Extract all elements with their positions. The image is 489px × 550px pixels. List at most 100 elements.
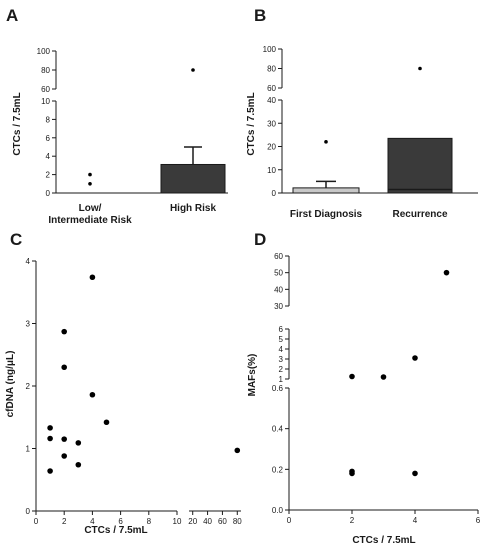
panel-c-x-tick-label: 40 — [203, 517, 212, 526]
panel-a-y-lower-tick-label: 6 — [46, 134, 51, 143]
panel-c-point — [103, 419, 110, 426]
panel-d-x-tick-label: 0 — [287, 516, 292, 525]
panel-b-label: B — [254, 6, 266, 25]
panel-b-y-upper-tick-label: 80 — [267, 65, 276, 74]
panel-a-y-lower-tick-label: 10 — [41, 97, 50, 106]
panel-d-y-lower-tick-label: 0.0 — [272, 506, 284, 515]
panel-d-point — [412, 355, 418, 361]
panel-c-point — [89, 274, 96, 281]
panel-b-category-label: Recurrence — [392, 209, 447, 220]
panel-c-point — [61, 328, 67, 335]
panel-a-y-upper-tick-label: 80 — [41, 66, 50, 75]
panel-d-y-upper-tick-label: 50 — [274, 269, 283, 278]
panel-d-point — [349, 373, 355, 380]
panel-d-y-upper-tick-label: 30 — [274, 302, 283, 311]
panel-b-y-upper-tick-label: 60 — [267, 84, 276, 93]
panel-d: D MAFs(%) CTCs / 7.5mL 0.00.20.40.612345… — [247, 230, 481, 546]
panel-b-y-upper-tick-label: 100 — [263, 45, 277, 54]
panel-c-x-tick-label: 10 — [173, 517, 182, 526]
panel-d-y-middle-tick-label: 2 — [279, 365, 284, 374]
panel-b-bar — [292, 187, 360, 194]
panel-a-category-label: Intermediate Risk — [48, 215, 132, 226]
panel-c-point — [61, 436, 67, 442]
panel-a-category-label: High Risk — [170, 203, 217, 214]
panel-b-y-lower-tick-label: 10 — [267, 166, 276, 175]
panel-d-x-tick-label: 6 — [476, 516, 481, 525]
panel-c-x-tick-label: 4 — [90, 517, 95, 526]
panel-b-bar — [387, 137, 453, 194]
panel-c-point — [75, 440, 82, 446]
panel-d-y-middle-tick-label: 3 — [279, 355, 284, 364]
panel-b-y-lower-tick-label: 40 — [267, 96, 276, 105]
panel-d-xlabel: CTCs / 7.5mL — [352, 535, 415, 546]
panel-a-y-lower-tick-label: 4 — [46, 152, 51, 161]
panel-d-y-middle-tick-label: 4 — [279, 345, 284, 354]
panel-d-y-upper-tick-label: 40 — [274, 285, 283, 294]
panel-a-ylabel: CTCs / 7.5mL — [12, 92, 23, 155]
panel-a-outlier — [88, 172, 92, 177]
panel-d-point — [412, 470, 418, 477]
panel-a-y-lower-tick-label: 8 — [46, 115, 51, 124]
panel-b-y-lower-tick-label: 0 — [272, 189, 277, 198]
panel-c-y-tick-label: 0 — [26, 507, 31, 516]
panel-a-outlier — [191, 68, 195, 72]
panel-b-plot: 0 10 20 30 40 60 80 100 First Diagnosis Recurrenc… — [263, 45, 478, 220]
panel-d-y-lower-tick-label: 0.6 — [272, 384, 284, 393]
panel-b-category-label: First Diagnosis — [290, 209, 363, 220]
panel-b-outlier — [418, 66, 422, 71]
panel-d-point — [380, 374, 387, 380]
panel-c-point — [47, 435, 53, 442]
panel-c-y-tick-label: 1 — [26, 445, 31, 454]
panel-a-label: A — [6, 6, 18, 25]
panel-d-y-lower-tick-label: 0.4 — [272, 425, 284, 434]
panel-a-category-label: Low/ — [79, 203, 102, 214]
panel-c-point — [89, 391, 96, 398]
panel-c-x-tick-label: 20 — [188, 517, 197, 526]
panel-c-ylabel: cfDNA (ng/μL) — [5, 351, 16, 418]
panel-c-x-tick-label: 2 — [62, 517, 67, 526]
panel-b-outlier — [324, 140, 328, 144]
panel-a-plot: 0 2 4 6 8 10 60 80 100 Low/Intermediate Risk High … — [37, 47, 228, 226]
panel-d-y-upper-tick-label: 60 — [274, 252, 283, 261]
panel-b: B CTCs / 7.5mL 0 10 20 30 40 60 80 100 First Dia… — [246, 6, 478, 220]
panel-b-y-lower-tick-label: 20 — [267, 143, 276, 152]
panel-c-point — [47, 425, 53, 431]
panel-c-point — [234, 447, 241, 454]
panel-c-point — [75, 461, 82, 468]
panel-a: A CTCs / 7.5mL 0 2 4 6 8 10 60 80 100 Low/Interme… — [6, 6, 228, 226]
panel-c-point — [47, 468, 53, 474]
panel-c-x-tick-label: 80 — [233, 517, 242, 526]
panel-d-label: D — [254, 230, 266, 249]
panel-d-y-middle-tick-label: 5 — [279, 335, 284, 344]
panel-d-y-middle-tick-label: 1 — [279, 375, 284, 384]
panel-c-xlabel: CTCs / 7.5mL — [84, 525, 147, 536]
panel-c-label: C — [10, 230, 22, 249]
panel-c-point — [61, 364, 67, 371]
panel-b-y-lower-tick-label: 30 — [267, 119, 276, 128]
panel-d-x-tick-label: 2 — [350, 516, 355, 525]
panel-c-y-tick-label: 4 — [26, 257, 31, 266]
panel-c-point — [61, 453, 67, 459]
panel-a-y-upper-tick-label: 60 — [41, 85, 50, 94]
panel-d-point — [443, 269, 450, 276]
panel-d-y-middle-tick-label: 6 — [279, 325, 284, 334]
panel-d-point — [349, 470, 355, 477]
panel-d-ylabel: MAFs(%) — [247, 354, 258, 397]
panel-c-x-tick-label: 0 — [34, 517, 39, 526]
panel-c-y-tick-label: 3 — [26, 320, 31, 329]
panel-c-x-tick-label: 60 — [218, 517, 227, 526]
panel-a-bar — [160, 163, 226, 194]
panel-a-y-lower-tick-label: 0 — [46, 189, 51, 198]
panel-d-y-lower-tick-label: 0.2 — [272, 465, 284, 474]
panel-b-ylabel: CTCs / 7.5mL — [246, 92, 257, 155]
panel-c-x-tick-label: 8 — [147, 517, 152, 526]
panel-a-y-upper-tick-label: 100 — [37, 47, 51, 56]
panel-c-y-tick-label: 2 — [26, 382, 31, 391]
panel-a-outlier — [88, 182, 92, 186]
panel-c-x-tick-label: 6 — [118, 517, 123, 526]
panel-a-y-lower-tick-label: 2 — [46, 171, 51, 180]
